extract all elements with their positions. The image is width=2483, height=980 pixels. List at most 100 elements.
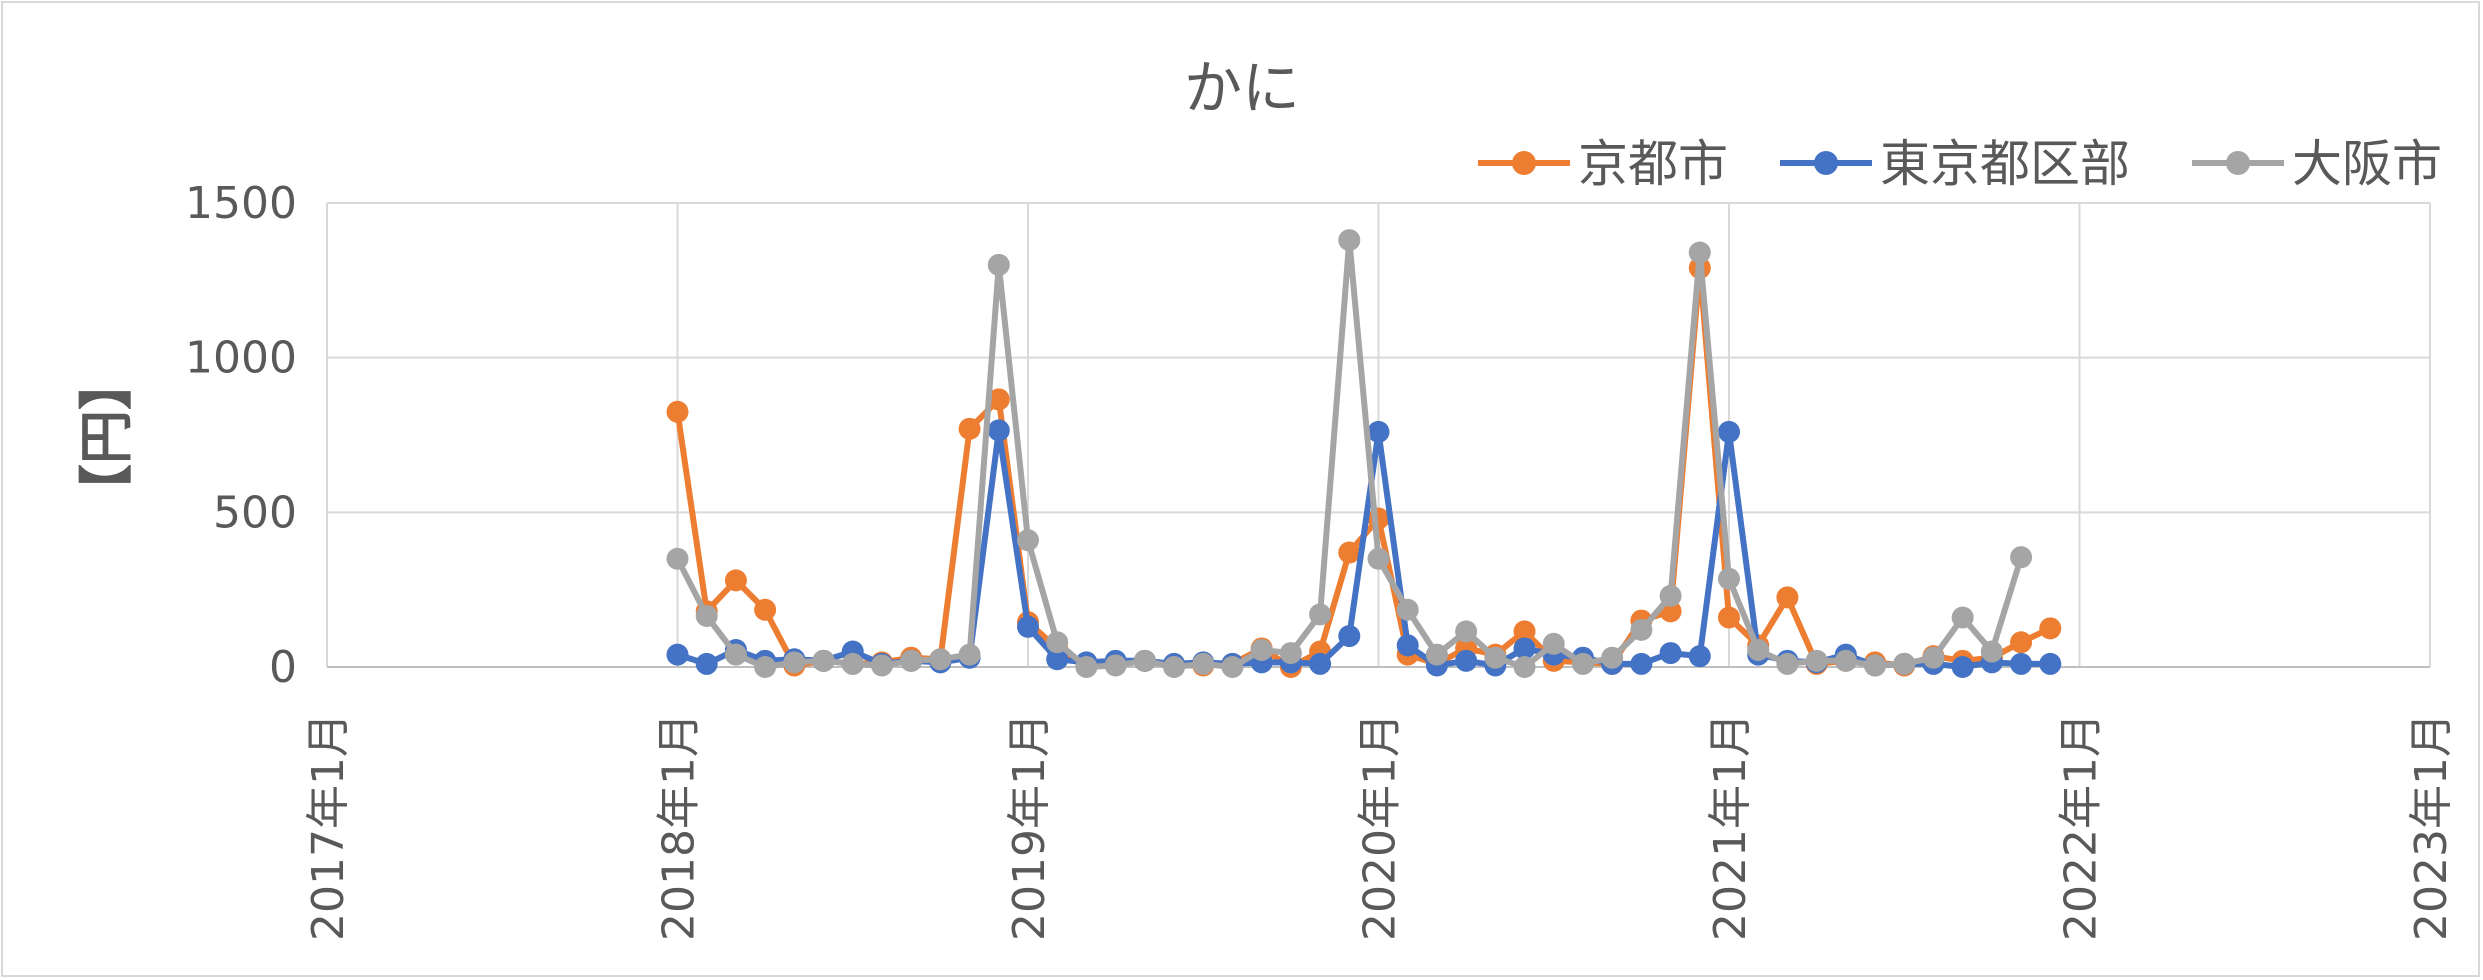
- data-point: [2010, 546, 2033, 569]
- series-line: [674, 265, 2052, 670]
- data-point: [1776, 586, 1799, 609]
- data-point: [1630, 652, 1653, 675]
- data-point: [1630, 618, 1653, 641]
- legend-marker: [2226, 151, 2250, 175]
- data-point: [754, 656, 777, 678]
- data-point: [666, 547, 689, 570]
- data-point: [1805, 649, 1828, 672]
- data-point: [1425, 643, 1448, 666]
- y-tick-label: 0: [269, 642, 297, 693]
- data-point: [929, 648, 952, 671]
- data-point: [1309, 603, 1332, 626]
- data-point: [1688, 645, 1711, 668]
- y-tick-label: 1500: [185, 178, 297, 229]
- data-point: [1367, 547, 1390, 570]
- chart-title: かに: [1184, 54, 1300, 122]
- legend-marker: [1814, 151, 1838, 175]
- data-point: [1133, 649, 1156, 672]
- x-tick-label: 2023年1月: [2406, 713, 2457, 941]
- y-axis-ticks: 0 500 1000 1500: [185, 178, 297, 693]
- data-point: [1484, 646, 1507, 669]
- legend-label: 京都市: [1578, 135, 1728, 193]
- data-point: [987, 388, 1010, 411]
- data-point: [1864, 654, 1887, 677]
- data-point: [783, 651, 806, 674]
- data-point: [1718, 420, 1740, 443]
- data-point: [1659, 584, 1682, 607]
- data-point: [695, 652, 718, 675]
- y-axis-label: 【円】: [75, 356, 138, 518]
- data-point: [1046, 631, 1069, 654]
- data-point: [1075, 656, 1098, 678]
- x-tick-label: 2021年1月: [1705, 713, 1756, 941]
- data-point: [900, 649, 923, 672]
- data-point: [1104, 654, 1127, 677]
- legend-label: 東京都区部: [1880, 135, 2130, 193]
- data-point: [1922, 646, 1945, 669]
- data-point: [1396, 634, 1419, 657]
- y-tick-label: 1000: [185, 333, 297, 384]
- data-point: [1017, 615, 1039, 638]
- x-tick-label: 2017年1月: [303, 713, 354, 941]
- series-1: [666, 419, 2062, 678]
- data-point: [958, 417, 981, 440]
- data-point: [2039, 617, 2062, 640]
- series-2: [666, 229, 2033, 678]
- series-group: [666, 229, 2062, 678]
- grid-lines: [326, 202, 2431, 668]
- data-point: [695, 604, 718, 627]
- x-tick-label: 2020年1月: [1355, 713, 1406, 941]
- data-point: [987, 419, 1010, 442]
- data-point: [1046, 648, 1069, 671]
- x-tick-label: 2018年1月: [654, 713, 705, 941]
- data-point: [870, 654, 893, 677]
- data-point: [1542, 632, 1565, 655]
- data-point: [1513, 656, 1536, 678]
- data-point: [1747, 638, 1770, 661]
- data-point: [1513, 637, 1536, 660]
- data-point: [841, 652, 864, 675]
- data-point: [1688, 241, 1711, 264]
- legend-label: 大阪市: [2292, 135, 2442, 193]
- data-point: [1659, 642, 1682, 665]
- data-point: [1980, 640, 2003, 663]
- x-tick-label: 2019年1月: [1004, 713, 1055, 941]
- series-line: [674, 237, 2024, 670]
- x-axis-ticks: 2017年1月 2018年1月 2019年1月 2020年1月 2021年1月 2022年…: [303, 713, 2457, 941]
- data-point: [666, 643, 689, 666]
- data-point: [2039, 652, 2062, 675]
- series-0: [666, 256, 2062, 678]
- data-point: [1951, 656, 1974, 678]
- legend: 京都市 東京都区部 大阪市: [1478, 135, 2442, 193]
- data-point: [1338, 541, 1361, 564]
- data-point: [1338, 229, 1361, 252]
- x-tick-label: 2022年1月: [2056, 713, 2107, 941]
- legend-item-2: 大阪市: [2192, 135, 2442, 193]
- data-point: [1776, 652, 1799, 675]
- data-point: [2010, 652, 2033, 675]
- data-point: [1571, 652, 1594, 675]
- y-tick-label: 500: [213, 487, 297, 538]
- data-point: [724, 569, 747, 592]
- data-point: [754, 598, 777, 621]
- data-point: [1396, 598, 1419, 621]
- data-point: [1338, 625, 1361, 648]
- data-point: [1192, 652, 1215, 675]
- data-point: [1309, 652, 1332, 675]
- data-point: [1951, 606, 1974, 629]
- data-point: [1601, 646, 1624, 669]
- data-point: [1455, 620, 1478, 643]
- data-point: [666, 400, 689, 423]
- data-point: [724, 643, 747, 666]
- data-point: [1513, 620, 1536, 643]
- data-point: [1893, 652, 1916, 675]
- legend-marker: [1512, 151, 1536, 175]
- legend-item-1: 東京都区部: [1780, 135, 2130, 193]
- legend-item-0: 京都市: [1478, 135, 1728, 193]
- data-point: [1455, 649, 1478, 672]
- data-point: [958, 643, 981, 666]
- series-line: [676, 427, 2051, 670]
- data-point: [1250, 638, 1273, 661]
